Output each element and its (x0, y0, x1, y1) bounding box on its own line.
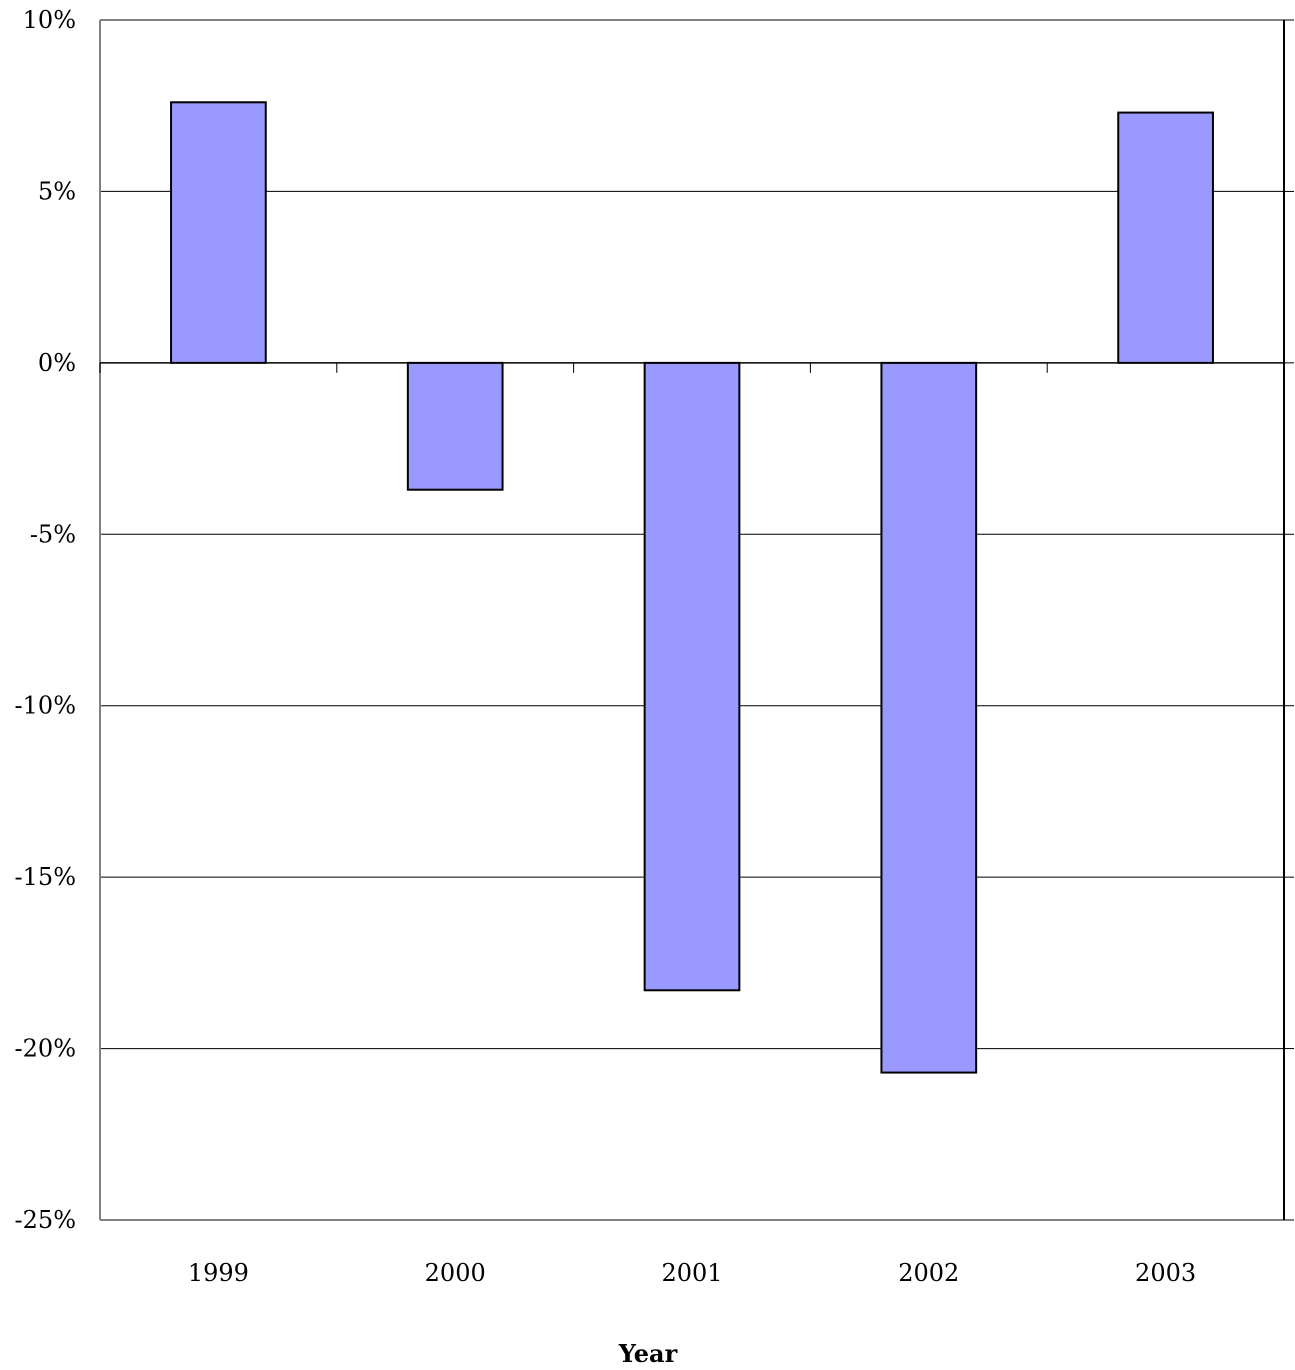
x-tick-label: 2001 (661, 1259, 722, 1287)
plot-frame (99, 19, 1285, 1221)
y-tick-label: -25% (15, 1206, 76, 1234)
x-axis-title: Year (618, 1339, 678, 1368)
y-tick-label: 0% (38, 349, 76, 377)
bar-2001 (643, 361, 741, 992)
x-tick-label: 2003 (1135, 1259, 1196, 1287)
y-tick-label: 5% (38, 177, 76, 205)
y-tick-label: -20% (15, 1035, 76, 1063)
bar-2002 (880, 361, 978, 1074)
x-tick-labels: 1999 2000 2001 2002 2003 (188, 1259, 1196, 1287)
y-tick-label: 10% (23, 6, 76, 34)
x-tick-label: 2000 (425, 1259, 486, 1287)
bar-2003 (1117, 111, 1214, 364)
x-tick-label: 1999 (188, 1259, 249, 1287)
y-tick-label: -5% (30, 520, 76, 548)
bars (170, 101, 1214, 1074)
y-tick-label: -15% (15, 863, 76, 891)
bar-1999 (170, 101, 267, 364)
bar-2000 (406, 361, 504, 491)
x-tick-label: 2002 (898, 1259, 959, 1287)
axes (99, 19, 1294, 1221)
y-tick-labels: 10% 5% 0% -5% -10% -15% -20% -25% (15, 6, 76, 1234)
y-tick-label: -10% (15, 692, 76, 720)
